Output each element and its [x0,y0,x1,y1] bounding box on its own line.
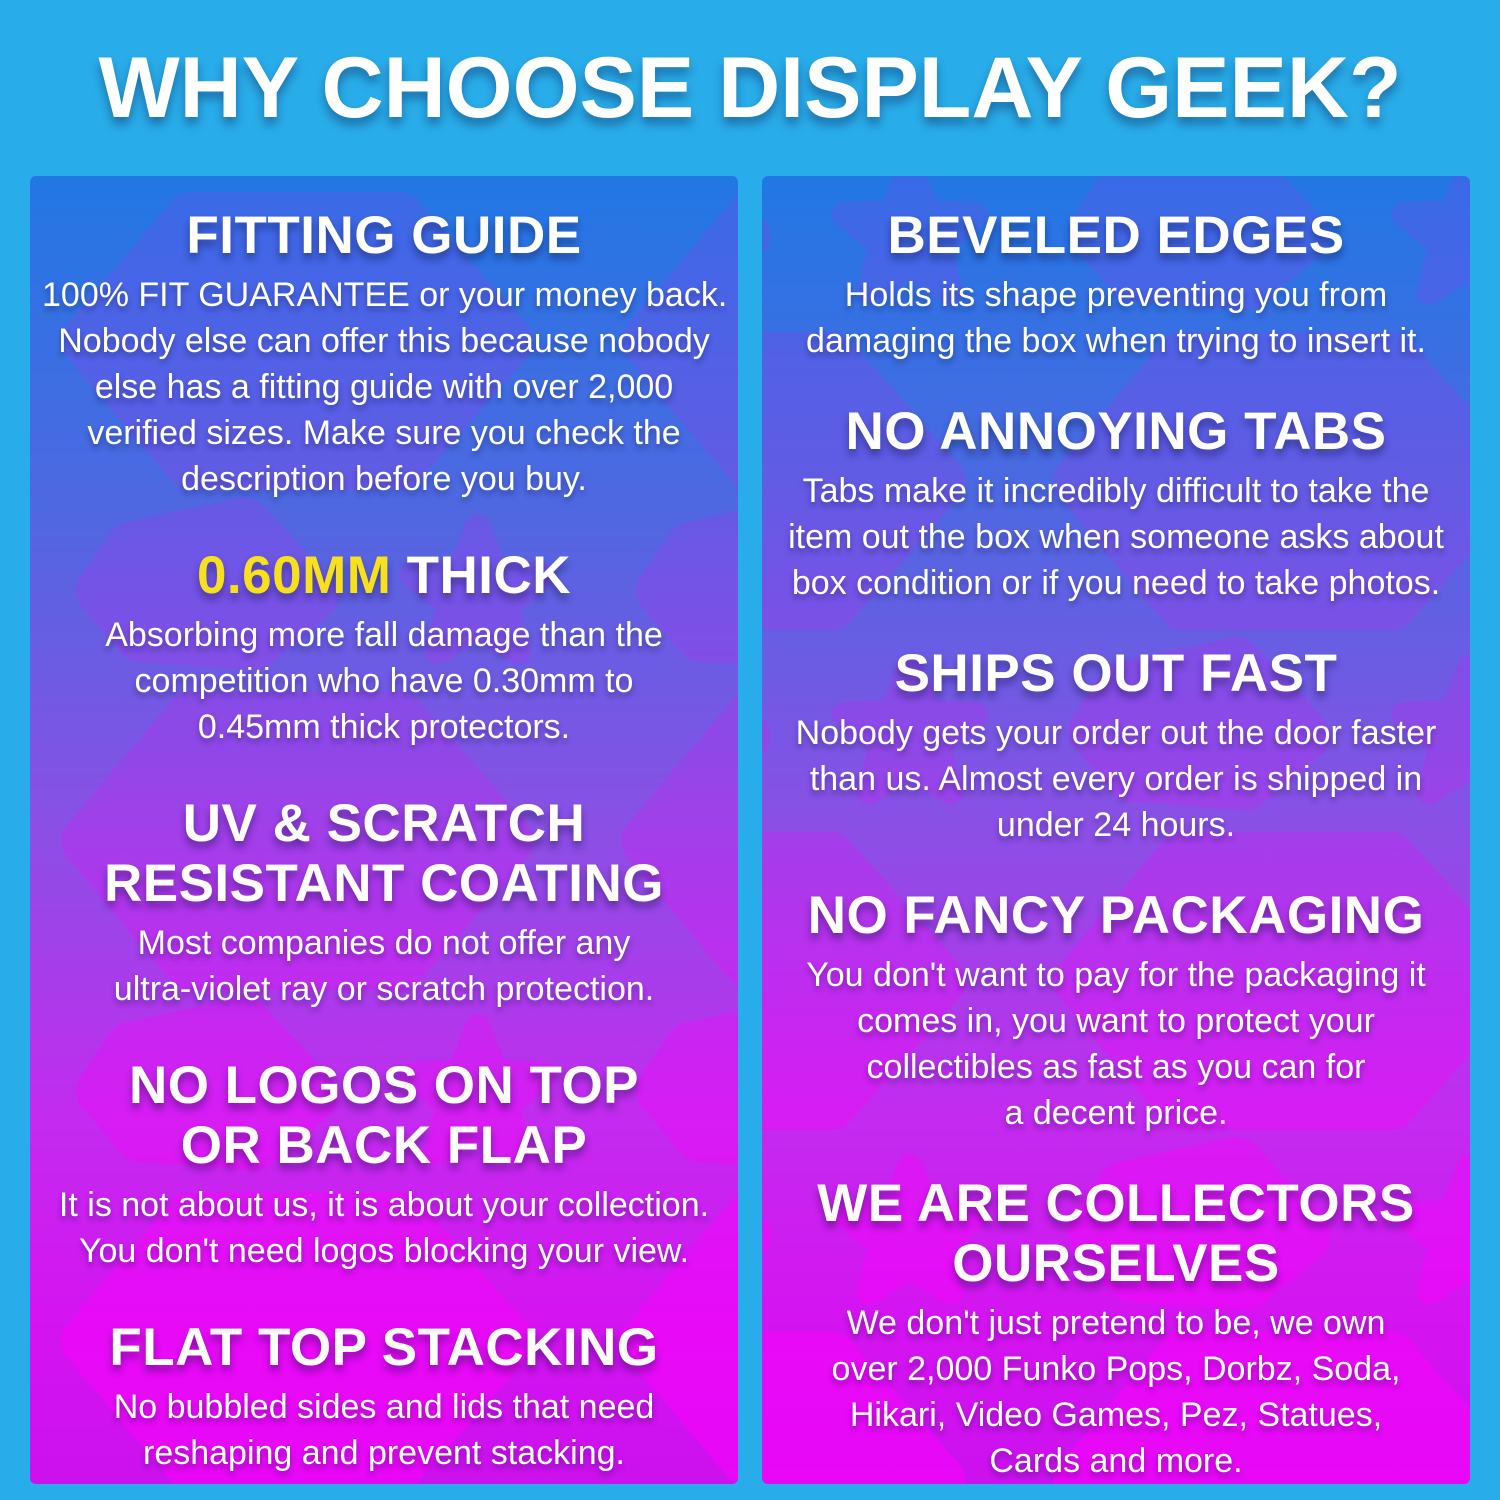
body-line: Nobody else can offer this because nobod… [58,322,710,360]
body-line: Most companies do not offer any [137,924,631,962]
body-line: box condition or if you need to take pho… [791,564,1441,602]
feature-panel-left: FITTING GUIDE 100% FIT GUARANTEE or your … [30,176,738,1484]
feature-section: 0.60MM THICK Absorbing more fall damage t… [42,546,726,750]
body-line: a decent price. [1004,1094,1228,1132]
section-body: We don't just pretend to be, we own over … [774,1300,1458,1484]
heading-line: SHIPS OUT FAST [894,644,1338,703]
feature-section: UV & SCRATCH RESISTANT COATING Most compan… [42,794,726,1012]
body-line: verified sizes. Make sure you check the [87,414,681,452]
body-line: collectibles as fast as you can for [866,1048,1366,1086]
heading-line: BEVELED EDGES [887,206,1345,265]
section-heading: WE ARE COLLECTORS OURSELVES [774,1174,1458,1294]
body-line: else has a fitting guide with over 2,000 [94,368,674,406]
section-body: Tabs make it incredibly difficult to tak… [774,468,1458,606]
feature-panels: FITTING GUIDE 100% FIT GUARANTEE or your … [0,176,1500,1484]
heading-line: FLAT TOP STACKING [109,1318,659,1377]
section-body: Absorbing more fall damage than the compe… [42,612,726,750]
hex-pattern-decoration [762,176,1470,1484]
page-title: WHY CHOOSE DISPLAY GEEK? [98,39,1402,136]
section-body: 100% FIT GUARANTEE or your money back. No… [42,272,728,502]
body-line: competition who have 0.30mm to [134,662,634,700]
body-line: 0.45mm thick protectors. [197,708,571,746]
header: WHY CHOOSE DISPLAY GEEK? [0,0,1500,176]
body-line: than us. Almost every order is shipped i… [809,760,1423,798]
section-body: You don't want to pay for the packaging … [774,952,1458,1136]
panel-left-content: FITTING GUIDE 100% FIT GUARANTEE or your … [30,176,738,1484]
feature-section: SHIPS OUT FAST Nobody gets your order out… [774,644,1458,848]
feature-section: NO FANCY PACKAGING You don't want to pay … [774,886,1458,1136]
heading-text: THICK [391,546,572,605]
section-body: Most companies do not offer any ultra-vio… [42,920,726,1012]
body-line: You don't need logos blocking your view. [78,1232,690,1270]
heading-line: FITTING GUIDE [186,206,582,265]
heading-line: NO ANNOYING TABS [845,402,1387,461]
heading-line: RESISTANT COATING [103,854,665,913]
heading-line: OR BACK FLAP [180,1116,588,1175]
body-line: No bubbled sides and lids that need [113,1388,655,1426]
section-heading: NO LOGOS ON TOP OR BACK FLAP [42,1056,726,1176]
hex-pattern-decoration [30,176,738,1484]
body-line: 100% FIT GUARANTEE or your money back. [42,276,728,314]
section-body: No bubbled sides and lids that need resha… [42,1384,726,1476]
body-line: It is not about us, it is about your col… [58,1186,710,1224]
body-line: ultra-violet ray or scratch protection. [113,970,655,1008]
body-line: Cards and more. [989,1442,1243,1480]
section-heading: NO FANCY PACKAGING [774,886,1458,946]
body-line: Nobody gets your order out the door fast… [795,714,1437,752]
heading-line: NO FANCY PACKAGING [807,886,1425,945]
section-heading: NO ANNOYING TABS [774,402,1458,462]
feature-section: WE ARE COLLECTORS OURSELVES We don't just … [774,1174,1458,1484]
heading-line: WE ARE COLLECTORS [817,1174,1415,1233]
body-line: comes in, you want to protect your [857,1002,1375,1040]
feature-section: NO LOGOS ON TOP OR BACK FLAP It is not abo… [42,1056,726,1274]
body-line: under 24 hours. [996,806,1236,844]
body-line: over 2,000 Funko Pops, Dorbz, Soda, [831,1350,1401,1388]
body-line: reshaping and prevent stacking. [143,1434,625,1472]
section-heading: UV & SCRATCH RESISTANT COATING [42,794,726,914]
body-line: Tabs make it incredibly difficult to tak… [802,472,1430,510]
panel-right-content: BEVELED EDGES Holds its shape preventing … [762,176,1470,1484]
section-heading: FITTING GUIDE [42,206,726,266]
section-heading: 0.60MM THICK [42,546,726,606]
section-heading: FLAT TOP STACKING [42,1318,726,1378]
body-line: We don't just pretend to be, we own [846,1304,1386,1342]
heading-line: NO LOGOS ON TOP [128,1056,640,1115]
feature-panel-right: BEVELED EDGES Holds its shape preventing … [762,176,1470,1484]
heading-line: UV & SCRATCH [182,794,586,853]
body-line: Hikari, Video Games, Pez, Statues, [849,1396,1383,1434]
body-line: Absorbing more fall damage than the [105,616,663,654]
feature-section: BEVELED EDGES Holds its shape preventing … [774,206,1458,364]
body-line: item out the box when someone asks about [788,518,1444,556]
section-body: Nobody gets your order out the door fast… [774,710,1458,848]
body-line: Holds its shape preventing you from [844,276,1388,314]
body-line: description before you buy. [181,460,587,498]
feature-section: FITTING GUIDE 100% FIT GUARANTEE or your … [42,206,728,502]
section-heading: SHIPS OUT FAST [774,644,1458,704]
heading-line: OURSELVES [952,1234,1280,1293]
feature-section: FLAT TOP STACKING No bubbled sides and li… [42,1318,726,1476]
body-line: damaging the box when trying to insert i… [806,322,1426,360]
heading-highlight: 0.60MM [196,546,392,605]
section-body: Holds its shape preventing you from damag… [774,272,1458,364]
section-heading: BEVELED EDGES [774,206,1458,266]
section-body: It is not about us, it is about your col… [42,1182,726,1274]
body-line: You don't want to pay for the packaging … [806,956,1426,994]
feature-section: NO ANNOYING TABS Tabs make it incredibly … [774,402,1458,606]
